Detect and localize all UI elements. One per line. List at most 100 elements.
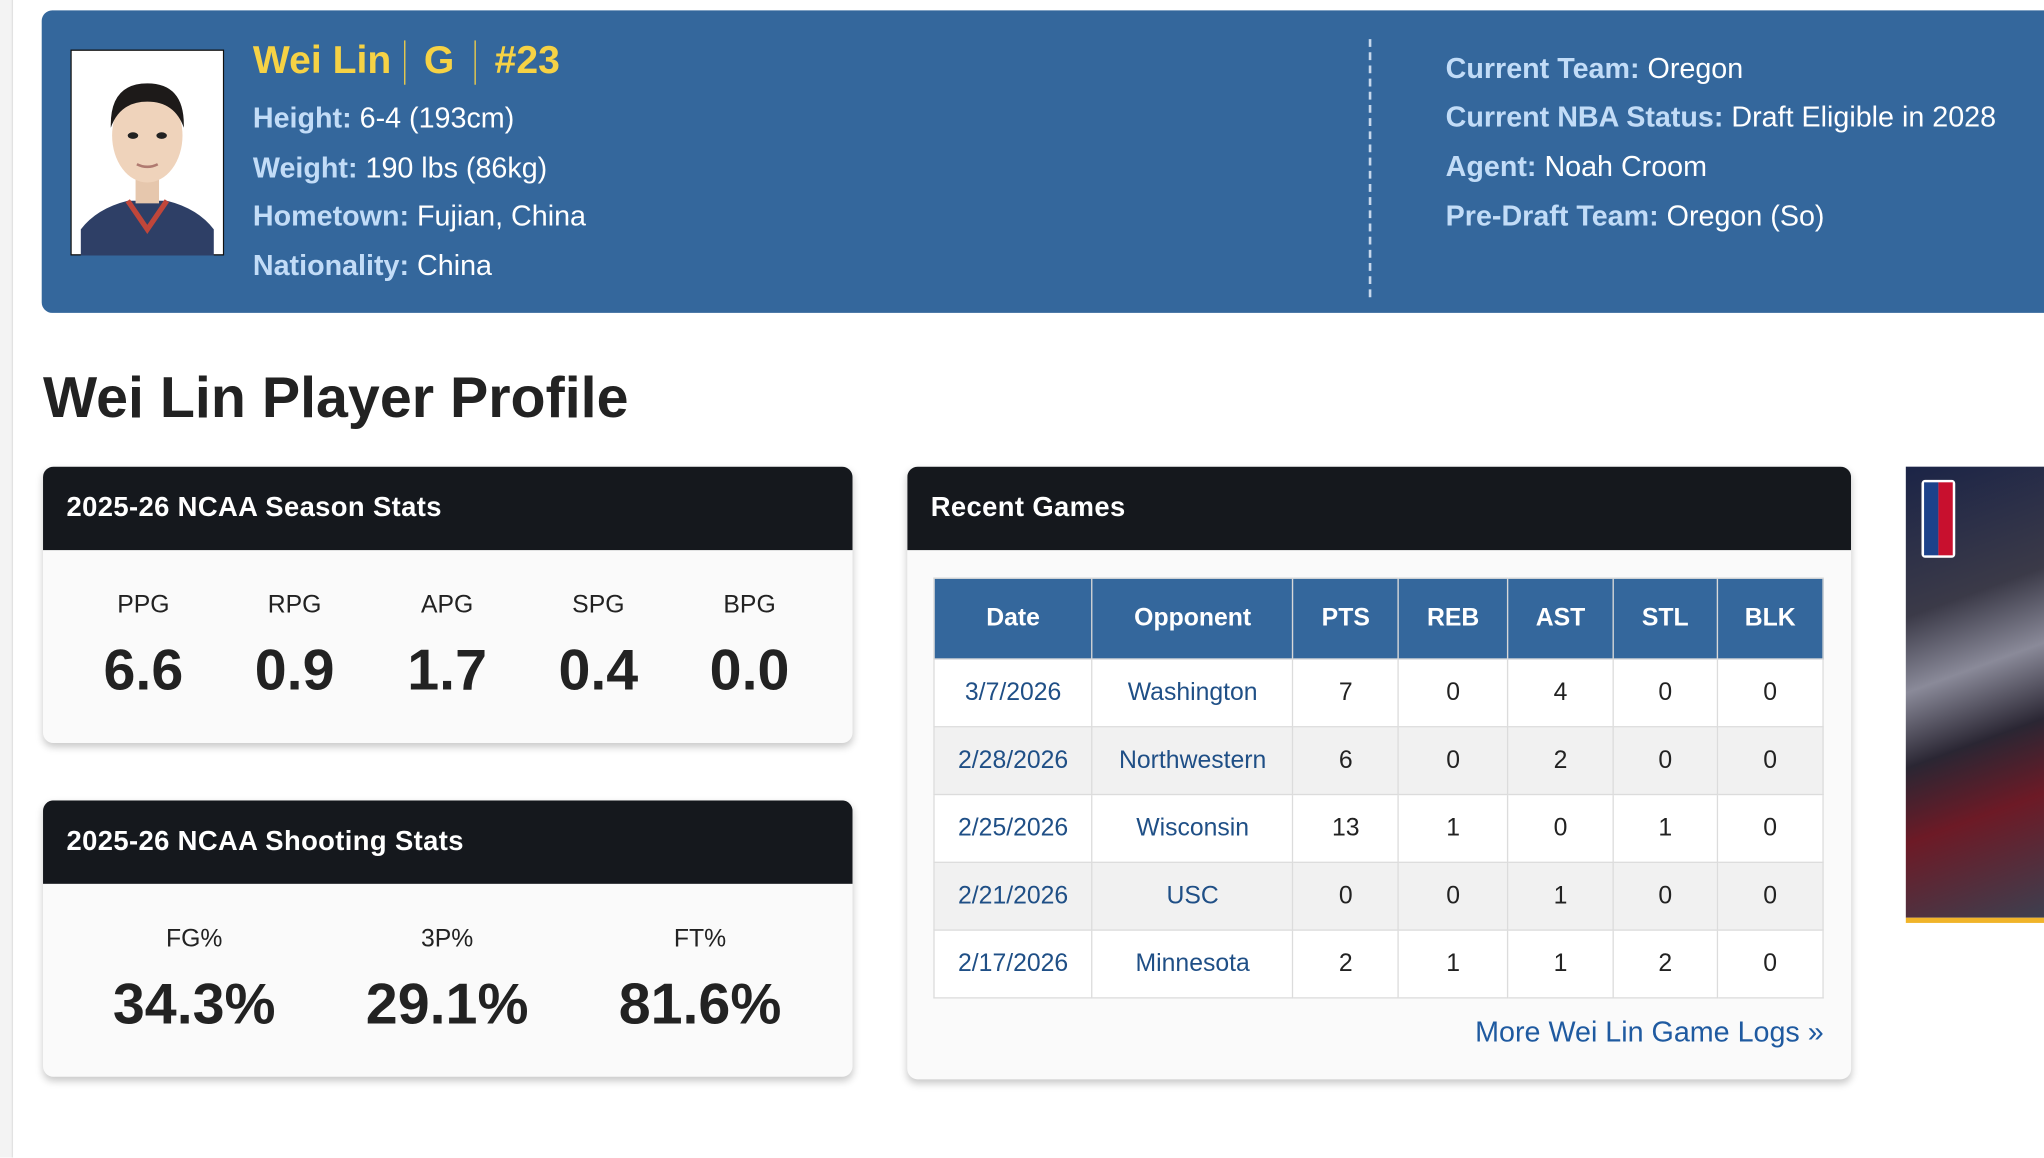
game-stat: 0 (1612, 658, 1719, 728)
player-position: G (423, 39, 455, 83)
stat-label: FT% (673, 925, 727, 953)
game-link[interactable]: 2/17/2026 (933, 929, 1093, 999)
stat-label: PPG (117, 591, 170, 620)
game-stat: 0 (1716, 861, 1824, 931)
detail-label: Nationality: (252, 248, 410, 282)
player-photo (70, 49, 225, 256)
column-header: STL (1612, 577, 1719, 660)
detail-label: Current Team: (1445, 52, 1640, 85)
detail-line: Height: 6-4 (193cm) (253, 102, 514, 136)
separator (475, 40, 477, 85)
game-stat: 1 (1397, 929, 1509, 999)
game-stat: 0 (1507, 793, 1614, 863)
detail-label: Agent: (1445, 149, 1537, 183)
name-line: Wei Lin G #23 (253, 36, 560, 86)
game-stat: 0 (1716, 929, 1824, 999)
game-stat: 1 (1397, 793, 1509, 863)
game-stat: 0 (1716, 658, 1824, 728)
separator (404, 40, 406, 85)
detail-label: Current NBA Status: (1445, 100, 1724, 133)
stat-value: 1.7 (407, 638, 487, 703)
stat-value: 29.1% (365, 972, 529, 1037)
detail-value: 190 lbs (86kg) (365, 151, 548, 184)
game-row: 2/21/2026 USC 0 0 1 0 0 (933, 861, 1824, 931)
detail-line: Current Team: Oregon (1446, 52, 1744, 86)
detail-line: Weight: 190 lbs (86kg) (253, 151, 547, 185)
column-header: Opponent (1091, 577, 1294, 660)
detail-value: Draft Eligible in 2028 (1731, 100, 1997, 133)
game-stat: 1 (1507, 861, 1614, 931)
detail-label: Weight: (252, 151, 358, 184)
game-link[interactable]: 2/25/2026 (933, 793, 1093, 863)
detail-label: Pre-Draft Team: (1445, 199, 1659, 233)
stat-label: APG (420, 591, 474, 620)
game-stat: 0 (1292, 861, 1400, 931)
detail-line: Current NBA Status: Draft Eligible in 20… (1446, 100, 1996, 134)
detail-value: 6-4 (193cm) (359, 101, 515, 135)
game-link[interactable]: USC (1091, 861, 1294, 931)
stat-value: 0.0 (709, 638, 790, 703)
game-stat: 0 (1716, 793, 1824, 863)
detail-label: Height: (252, 101, 352, 135)
game-link[interactable]: Northwestern (1091, 726, 1294, 796)
game-row: 3/7/2026 Washington 7 0 4 0 0 (933, 658, 1824, 728)
game-link[interactable]: Wisconsin (1091, 793, 1294, 863)
season-stats-card: 2025-26 NCAA Season Stats PPG 6.6 RPG 0.9 AP… (43, 466, 853, 744)
stat-value: 6.6 (103, 638, 184, 703)
detail-value: China (417, 248, 492, 282)
game-stat: 0 (1716, 726, 1824, 796)
detail-value: Oregon (1647, 52, 1744, 85)
game-link[interactable]: 2/28/2026 (933, 726, 1093, 796)
page-title: Wei Lin Player Profile (43, 366, 629, 431)
ad-banner (1905, 466, 2044, 923)
recent-games-card: Recent Games Date Opponent PTS REB AST STL BLK… (907, 466, 1852, 1080)
card-title: Recent Games (907, 466, 1852, 551)
game-stat: 2 (1612, 929, 1719, 999)
game-stat: 7 (1292, 658, 1400, 728)
game-stat: 0 (1612, 726, 1719, 796)
nba-logo (1921, 479, 1956, 558)
game-row: 2/28/2026 Northwestern 6 0 2 0 0 (933, 726, 1824, 796)
column-header: REB (1397, 577, 1509, 660)
game-row: 2/17/2026 Minnesota 2 1 1 2 0 (933, 929, 1824, 999)
game-link[interactable]: 2/21/2026 (933, 861, 1093, 931)
column-header: AST (1507, 577, 1614, 660)
game-stat: 2 (1507, 726, 1614, 796)
game-stat: 1 (1612, 793, 1719, 863)
game-stat: 4 (1507, 658, 1614, 728)
game-stat: 6 (1292, 726, 1400, 796)
shooting-stats-card: 2025-26 NCAA Shooting Stats FG% 34.3% 3P% 2… (43, 800, 853, 1077)
stat-value: 0.4 (558, 638, 639, 703)
game-stat: 0 (1612, 861, 1719, 931)
detail-line: Hometown: Fujian, China (253, 199, 586, 233)
stat-value: 0.9 (254, 638, 335, 703)
column-header: PTS (1292, 577, 1400, 660)
game-stat: 0 (1397, 726, 1509, 796)
card-title: 2025-26 NCAA Shooting Stats (43, 800, 853, 884)
divider (1368, 39, 1372, 298)
detail-label: Hometown: (252, 199, 410, 233)
player-header: Wei Lin G #23 Height: 6-4 (193cm) Weight: 1… (41, 10, 2044, 313)
detail-value: Fujian, China (416, 199, 586, 233)
column-header: BLK (1716, 577, 1824, 660)
game-link[interactable]: 3/7/2026 (933, 658, 1093, 728)
left-edge (0, 0, 14, 1158)
detail-line: Nationality: China (253, 249, 492, 283)
header-row: Date Opponent PTS REB AST STL BLK (933, 577, 1824, 660)
game-stat: 13 (1292, 793, 1400, 863)
game-row: 2/25/2026 Wisconsin 13 1 0 1 0 (933, 793, 1824, 863)
game-stat: 2 (1292, 929, 1400, 999)
detail-line: Agent: Noah Croom (1446, 150, 1707, 184)
stat-value: 81.6% (618, 972, 782, 1037)
game-link[interactable]: Minnesota (1091, 929, 1294, 999)
game-logs-link[interactable]: More Wei Lin Game Logs » (1475, 1015, 1824, 1049)
stat-label: RPG (267, 591, 322, 620)
detail-value: Noah Croom (1544, 149, 1708, 183)
games-table: Date Opponent PTS REB AST STL BLK 3/7/2026 Washi… (933, 577, 1824, 999)
stat-label: 3P% (420, 925, 474, 953)
stat-label: BPG (723, 591, 776, 620)
stat-value: 34.3% (112, 972, 276, 1037)
game-link[interactable]: Washington (1091, 658, 1294, 728)
